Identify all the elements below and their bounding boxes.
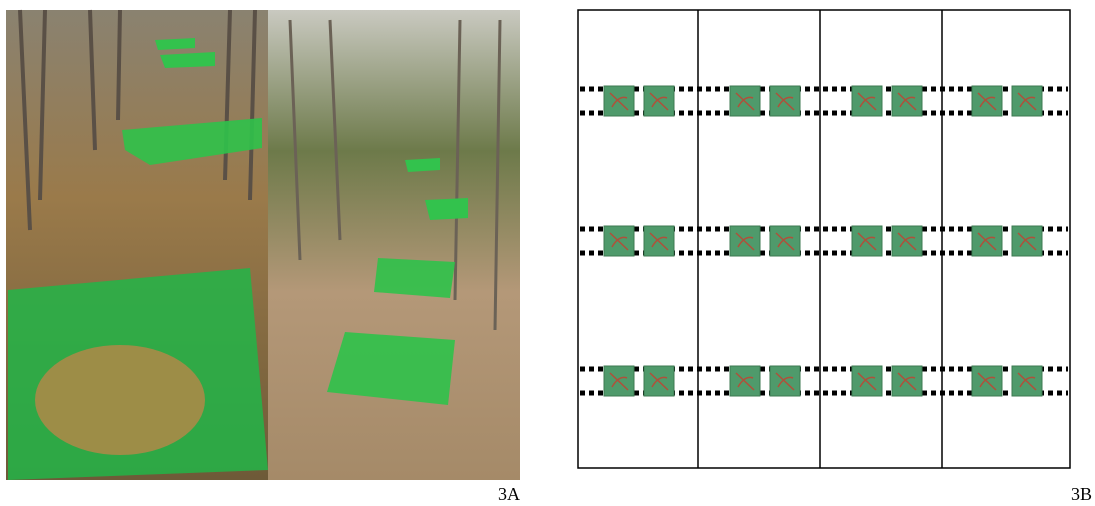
trap-mark [1017, 232, 1037, 251]
plot-diagram [577, 9, 1071, 469]
photo-right [268, 10, 520, 480]
trap-mark [649, 92, 669, 111]
trap-mark [1017, 372, 1037, 391]
net [327, 332, 455, 405]
trap-mark [977, 92, 997, 111]
trap-mark [977, 372, 997, 391]
trap-mark [609, 232, 629, 251]
trap-mark [609, 92, 629, 111]
trap-mark [735, 232, 755, 251]
net [122, 118, 262, 165]
trap-mark [735, 92, 755, 111]
trap-mark [649, 372, 669, 391]
trap-mark [735, 372, 755, 391]
photo-left [6, 9, 268, 480]
trap-mark [897, 232, 917, 251]
trap-mark [649, 232, 669, 251]
trap-mark [1017, 92, 1037, 111]
panel-label: 3A [498, 484, 520, 504]
trap-mark [857, 232, 877, 251]
trap-mark [897, 92, 917, 111]
trap-mark [775, 92, 795, 111]
panel-label: 3B [1071, 484, 1092, 504]
trap-mark [897, 372, 917, 391]
trap-mark [977, 232, 997, 251]
trap [643, 85, 675, 117]
trap-mark [775, 372, 795, 391]
trap-mark [775, 232, 795, 251]
trap [971, 85, 1003, 117]
trap-mark [857, 92, 877, 111]
trap-mark [609, 372, 629, 391]
net [374, 258, 455, 298]
trap-mark [857, 372, 877, 391]
trap [603, 85, 635, 117]
